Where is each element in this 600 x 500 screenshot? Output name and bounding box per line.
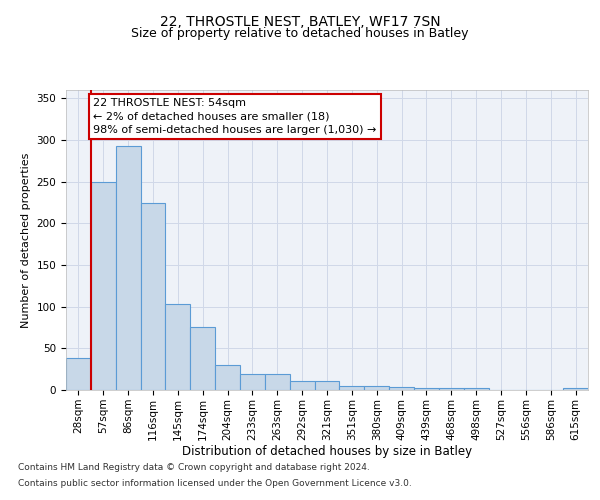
Bar bbox=[563, 388, 588, 390]
Bar bbox=[340, 386, 364, 390]
Bar bbox=[140, 202, 166, 390]
Bar bbox=[439, 388, 464, 390]
Bar bbox=[389, 386, 414, 390]
Bar bbox=[116, 146, 140, 390]
Bar bbox=[240, 374, 265, 390]
Text: 22 THROSTLE NEST: 54sqm
← 2% of detached houses are smaller (18)
98% of semi-det: 22 THROSTLE NEST: 54sqm ← 2% of detached… bbox=[94, 98, 377, 134]
X-axis label: Distribution of detached houses by size in Batley: Distribution of detached houses by size … bbox=[182, 446, 472, 458]
Text: 22, THROSTLE NEST, BATLEY, WF17 7SN: 22, THROSTLE NEST, BATLEY, WF17 7SN bbox=[160, 15, 440, 29]
Bar bbox=[215, 365, 240, 390]
Text: Size of property relative to detached houses in Batley: Size of property relative to detached ho… bbox=[131, 28, 469, 40]
Bar bbox=[265, 374, 290, 390]
Bar bbox=[91, 182, 116, 390]
Bar bbox=[190, 326, 215, 390]
Bar bbox=[66, 358, 91, 390]
Text: Contains HM Land Registry data © Crown copyright and database right 2024.: Contains HM Land Registry data © Crown c… bbox=[18, 464, 370, 472]
Bar bbox=[414, 388, 439, 390]
Y-axis label: Number of detached properties: Number of detached properties bbox=[21, 152, 31, 328]
Bar bbox=[166, 304, 190, 390]
Text: Contains public sector information licensed under the Open Government Licence v3: Contains public sector information licen… bbox=[18, 478, 412, 488]
Bar bbox=[290, 381, 314, 390]
Bar bbox=[314, 381, 340, 390]
Bar bbox=[364, 386, 389, 390]
Bar bbox=[464, 388, 488, 390]
